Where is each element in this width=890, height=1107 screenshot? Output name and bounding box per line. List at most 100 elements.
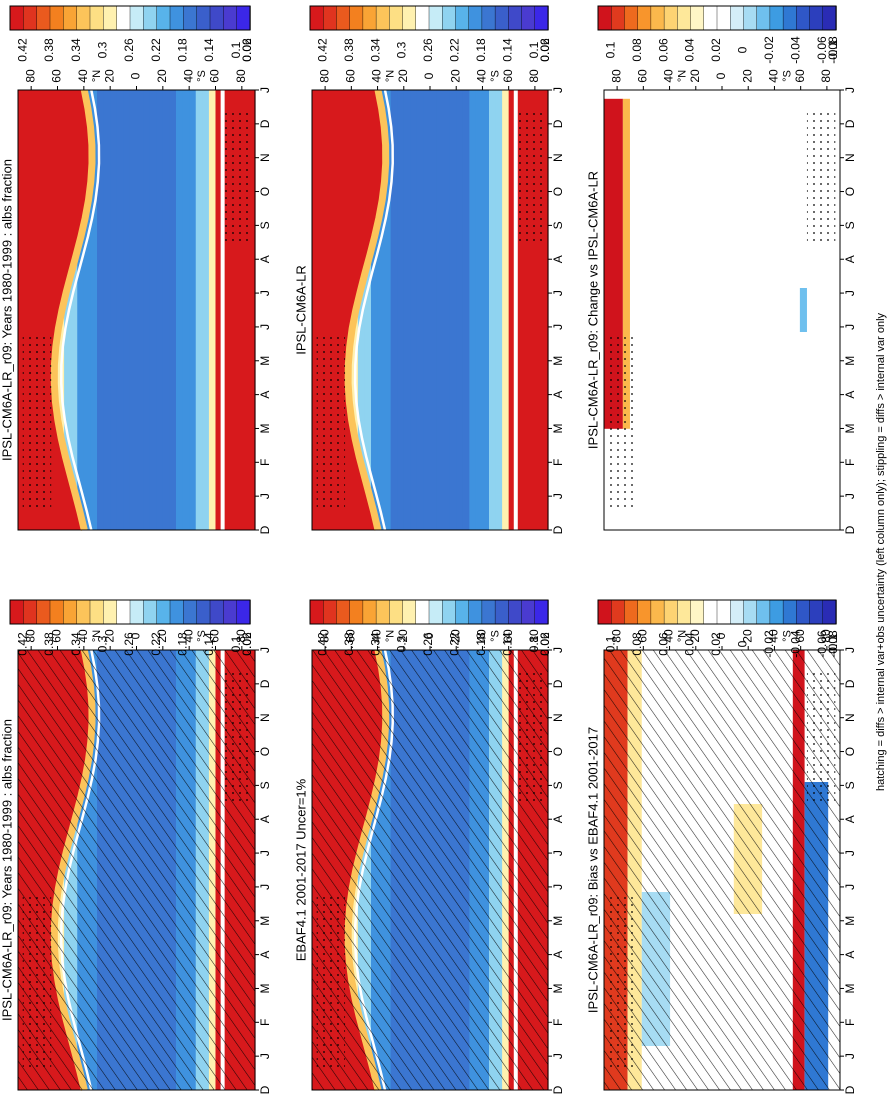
month-tick-label: M xyxy=(551,356,565,366)
colorbar-label: 0.26 xyxy=(122,38,136,62)
colorbar-swatch xyxy=(362,599,377,625)
colorbar-frame xyxy=(9,599,251,625)
lat-tick-label: 40 xyxy=(76,629,90,643)
colorbar-swatch xyxy=(129,5,145,31)
colorbar-swatch xyxy=(223,5,238,31)
colorbar-swatch xyxy=(183,5,198,31)
stippling-overlay xyxy=(806,672,836,804)
colorbar-swatch xyxy=(196,5,211,31)
colorbar-swatch xyxy=(782,5,798,31)
stippling-overlay xyxy=(316,892,346,1068)
colorbar-swatch xyxy=(375,5,391,31)
lat-tick-label: 60 xyxy=(636,69,650,83)
lat-unit-s: °S xyxy=(196,70,208,82)
colorbar-swatch xyxy=(468,5,483,31)
colorbar-swatch xyxy=(597,5,612,31)
colorbar-label: 0.02 xyxy=(538,38,552,62)
lat-tick-label: 40 xyxy=(767,629,781,643)
field-cell xyxy=(357,90,366,530)
month-tick-label: D xyxy=(551,1085,565,1094)
colorbar-swatch xyxy=(183,599,198,625)
month-tick-label: J xyxy=(551,647,565,653)
field-cell xyxy=(377,90,385,530)
lat-tick-label: 40 xyxy=(662,69,676,83)
lat-tick-label: 80 xyxy=(819,629,833,643)
colorbar-label: 0.42 xyxy=(315,632,329,656)
month-tick-label: F xyxy=(258,1019,272,1026)
colorbar-swatch xyxy=(349,5,364,31)
month-tick-label: D xyxy=(551,679,565,688)
colorbar-swatch xyxy=(508,599,523,625)
colorbar-label: 0.14 xyxy=(202,632,216,656)
month-tick-label: O xyxy=(258,187,272,196)
lat-unit-n: °N xyxy=(91,630,103,642)
colorbar-swatch xyxy=(481,599,496,625)
snow-edge-band xyxy=(50,89,96,531)
colorbar-swatch xyxy=(336,5,351,31)
month-tick-label: M xyxy=(258,423,272,433)
month-tick-label: S xyxy=(551,781,565,789)
stippling-overlay xyxy=(22,892,52,1068)
lat-unit-s: °S xyxy=(781,630,793,642)
field-cell xyxy=(129,90,138,530)
field-cell xyxy=(482,90,490,530)
field-cell xyxy=(77,90,85,530)
colorbar-label: -0.1 xyxy=(826,633,840,654)
field-cell xyxy=(189,90,197,530)
colorbar-label: 0.1 xyxy=(527,635,541,652)
month-tick-label: N xyxy=(258,153,272,162)
colorbar-label: 0.04 xyxy=(683,632,697,656)
stippling-overlay xyxy=(221,672,251,804)
lat-tick-label: 40 xyxy=(181,69,195,83)
colorbar-swatch xyxy=(611,5,626,31)
colorbar-swatch xyxy=(428,599,443,625)
colorbar-label: 0.06 xyxy=(240,38,254,62)
month-tick-label: M xyxy=(551,916,565,926)
colorbar-frame xyxy=(597,599,837,625)
field-cell xyxy=(162,90,171,530)
colorbar-swatch xyxy=(468,599,483,625)
colorbar-swatch xyxy=(637,5,652,31)
month-tick-label: S xyxy=(843,221,857,229)
colorbar-label: 0.06 xyxy=(656,632,670,656)
colorbar-label: 0.02 xyxy=(240,632,254,656)
month-tick-label: D xyxy=(843,679,857,688)
lat-tick-label: 20 xyxy=(688,629,702,643)
month-tick-label: J xyxy=(258,850,272,856)
panel-title: IPSL-CM6A-LR_r09: Years 1980-1999 : albs… xyxy=(0,159,14,461)
panel-title: IPSL-CM6A-LR_r09: Years 1980-1999 : albs… xyxy=(0,719,14,1021)
lat-tick-label: 60 xyxy=(50,69,64,83)
colorbar-swatch xyxy=(415,599,430,625)
colorbar-swatch xyxy=(442,5,457,31)
month-tick-label: J xyxy=(843,324,857,330)
field-cell xyxy=(156,90,164,530)
month-tick-label: J xyxy=(258,647,272,653)
colorbar-label: -0.02 xyxy=(762,36,776,64)
field-cell xyxy=(436,90,444,530)
stippling-overlay xyxy=(22,332,52,508)
colorbar-swatch xyxy=(663,5,679,31)
field-cell xyxy=(215,90,223,530)
lat-tick-label: 20 xyxy=(448,629,462,643)
snow-edge-white xyxy=(353,89,394,531)
field-cell xyxy=(83,90,92,530)
field-cell xyxy=(90,90,98,530)
colorbar-swatch xyxy=(730,5,745,31)
lat-unit-n: °N xyxy=(677,70,689,82)
lat-tick-label: 60 xyxy=(344,69,358,83)
colorbar-swatch xyxy=(236,5,251,31)
month-tick-label: M xyxy=(551,983,565,993)
lat-tick-label: 0 xyxy=(129,632,143,639)
month-tick-label: M xyxy=(843,356,857,366)
month-tick-label: J xyxy=(551,324,565,330)
colorbar-swatch xyxy=(76,5,91,31)
lat-tick-label: 20 xyxy=(155,69,169,83)
field-cell xyxy=(364,90,372,530)
colorbar-label: -0.04 xyxy=(789,36,803,64)
lat-tick-label: 80 xyxy=(609,629,623,643)
hatching-overlay xyxy=(18,650,255,1090)
field-cell xyxy=(430,90,438,530)
lat-tick-label: 60 xyxy=(793,69,807,83)
month-tick-label: M xyxy=(843,916,857,926)
